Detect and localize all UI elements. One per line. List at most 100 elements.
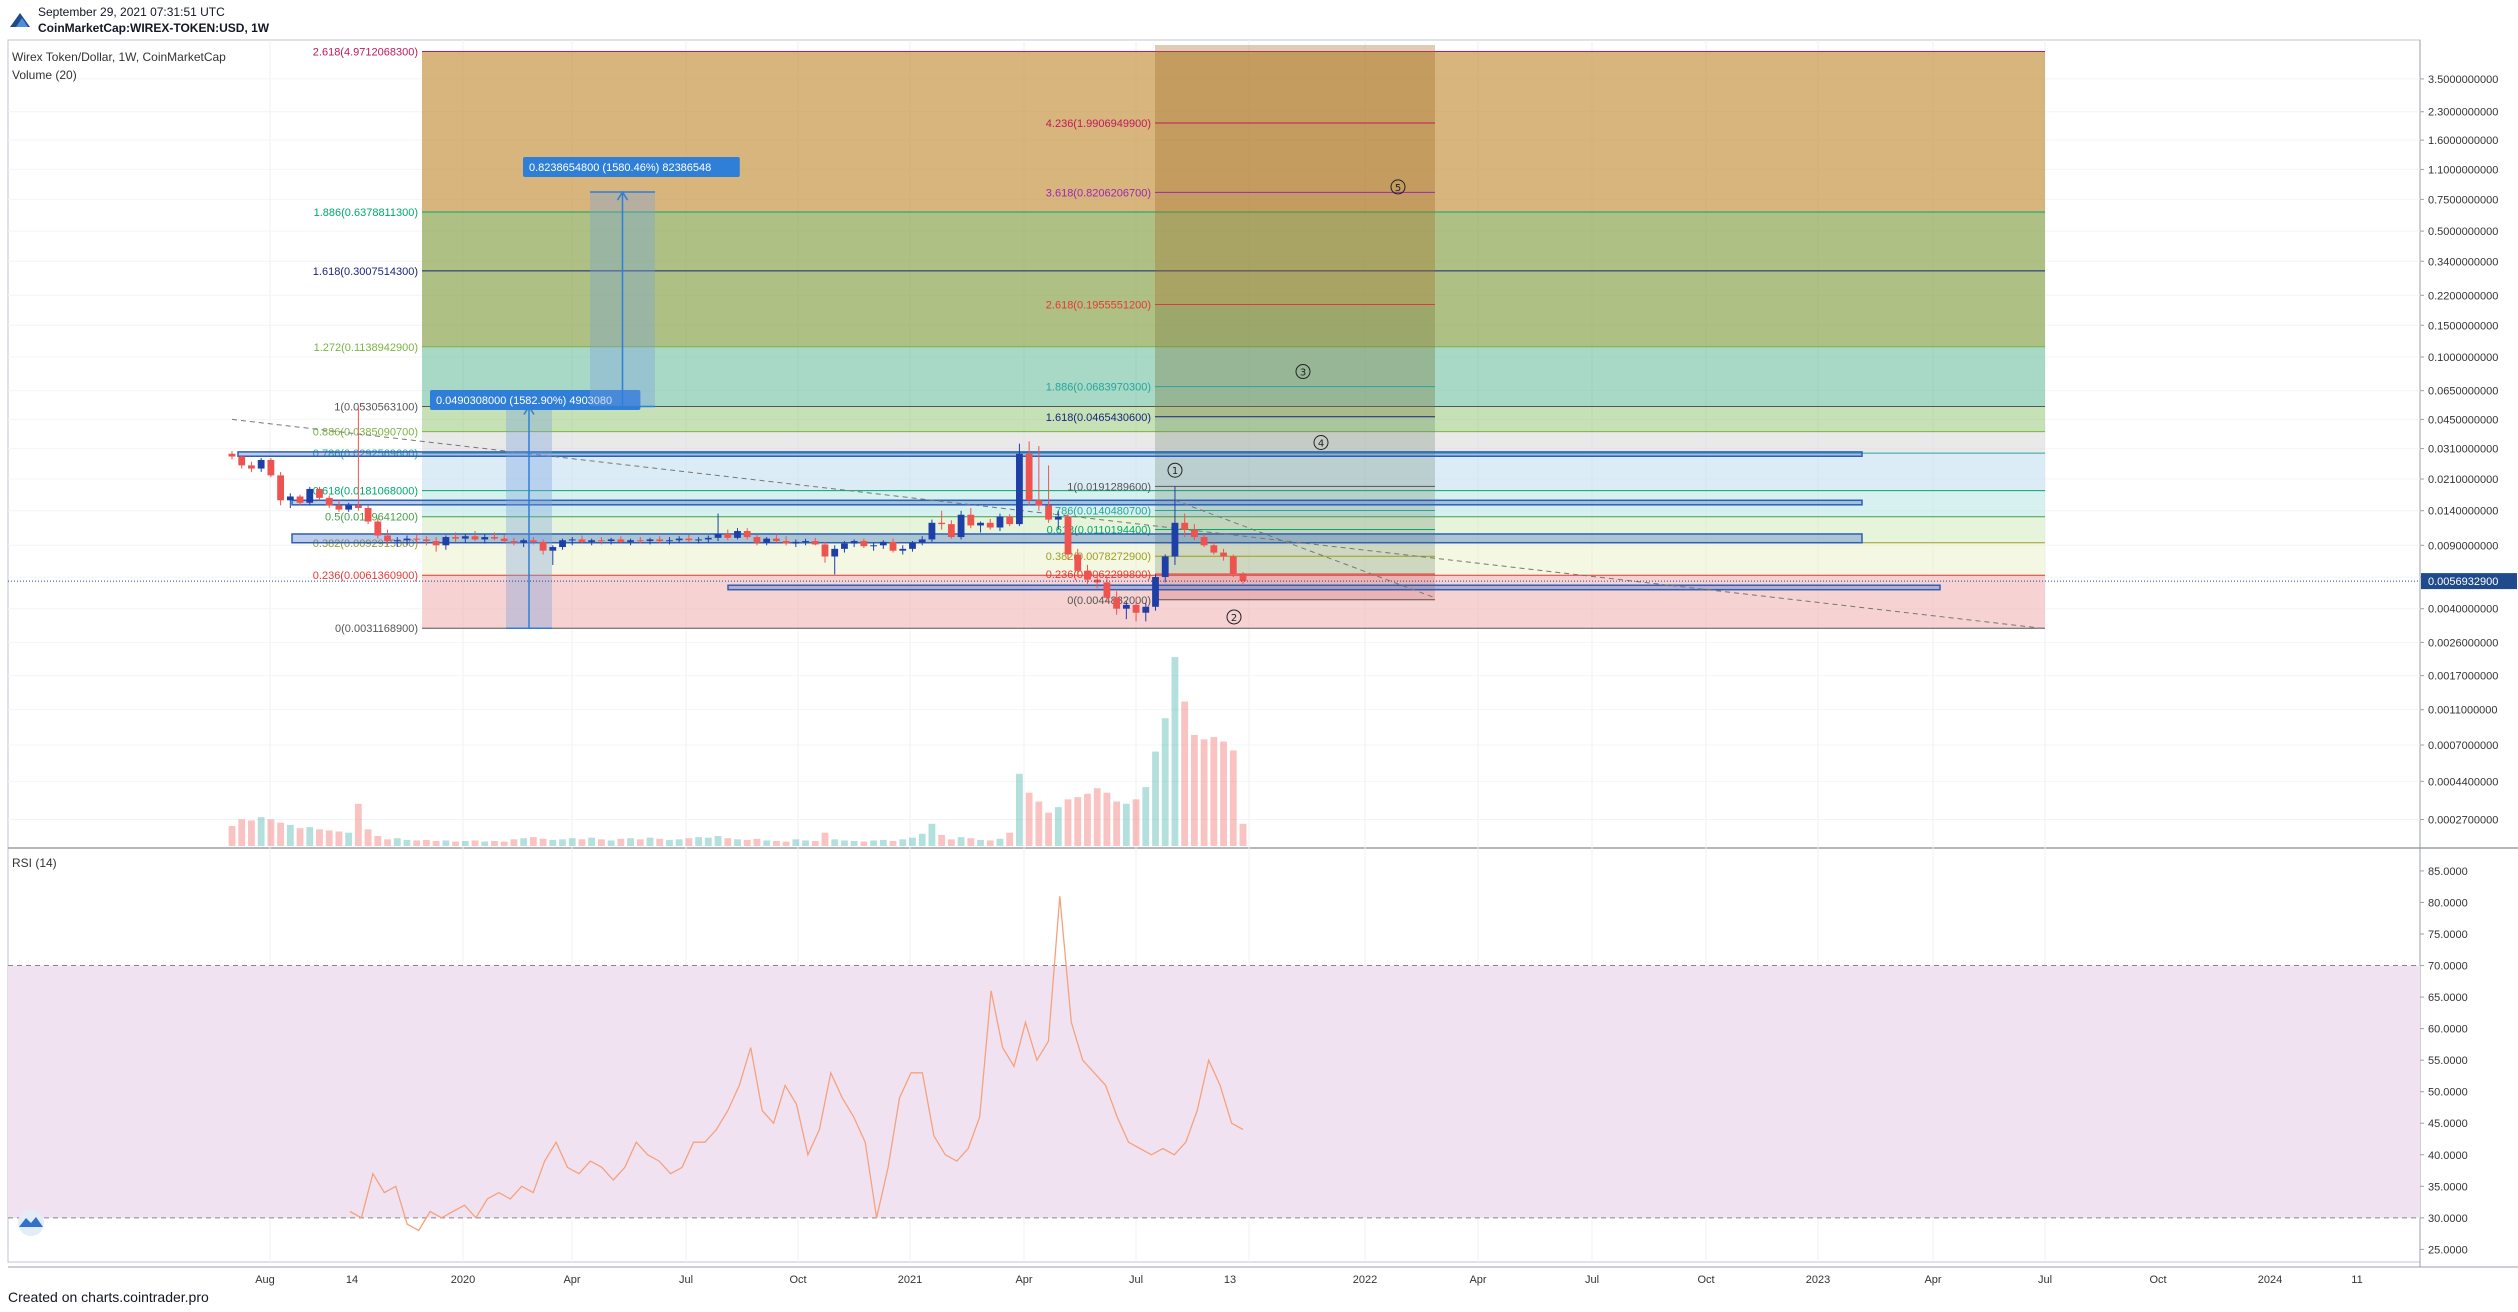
volume-bar bbox=[675, 839, 683, 846]
candle-body bbox=[831, 548, 839, 557]
candle-body bbox=[977, 522, 984, 526]
volume-bar bbox=[364, 829, 372, 846]
candle-body bbox=[1084, 570, 1091, 580]
price-tick-label: 0.2200000000 bbox=[2428, 290, 2498, 302]
time-tick-label: Aug bbox=[255, 1274, 275, 1286]
volume-bar bbox=[772, 841, 780, 846]
cointrader-logo-icon bbox=[10, 13, 30, 27]
volume-bar bbox=[1190, 734, 1198, 846]
last-price-badge bbox=[2421, 573, 2517, 590]
candle-body bbox=[821, 544, 829, 557]
volume-bar bbox=[782, 841, 790, 846]
price-tick-label: 0.0450000000 bbox=[2428, 414, 2498, 426]
candle-body bbox=[1171, 522, 1179, 557]
volume-bar bbox=[500, 841, 508, 846]
price-tick-label: 0.7500000000 bbox=[2428, 194, 2498, 206]
fib-ext-label: 1.618(0.0465430600) bbox=[1046, 412, 1151, 424]
volume-bar bbox=[1064, 799, 1072, 846]
candle-body bbox=[500, 538, 508, 542]
volume-bar bbox=[909, 837, 916, 846]
candle-body bbox=[928, 522, 936, 540]
candle-body bbox=[588, 540, 596, 542]
volume-bar bbox=[1016, 773, 1023, 846]
fib-ext-label: 1.886(0.0683970300) bbox=[1046, 382, 1151, 394]
time-tick-label: 14 bbox=[346, 1274, 358, 1286]
volume-bar bbox=[248, 820, 255, 846]
volume-bar bbox=[384, 839, 391, 846]
candle-body bbox=[1064, 516, 1072, 555]
rsi-tick-label: 50.0000 bbox=[2428, 1087, 2468, 1099]
volume-bar bbox=[335, 831, 343, 846]
candle-body bbox=[1190, 529, 1198, 538]
fib-level-label: 0.382(0.0092915000) bbox=[313, 538, 418, 550]
candle-body bbox=[296, 496, 304, 503]
volume-bar bbox=[695, 837, 703, 846]
volume-bar bbox=[753, 838, 761, 846]
rsi-tick-label: 65.0000 bbox=[2428, 992, 2468, 1004]
volume-bar bbox=[918, 833, 926, 846]
volume-bar bbox=[947, 839, 955, 846]
rsi-tick-label: 80.0000 bbox=[2428, 897, 2468, 909]
volume-bar bbox=[413, 840, 421, 846]
measure-label-bg bbox=[523, 157, 740, 177]
candle-body bbox=[442, 537, 450, 546]
price-tick-label: 0.1500000000 bbox=[2428, 320, 2498, 332]
volume-bar bbox=[1239, 823, 1247, 846]
candle-body bbox=[996, 516, 1004, 528]
candle-body bbox=[481, 537, 489, 540]
time-tick-label: Apr bbox=[1924, 1274, 1941, 1286]
candle-body bbox=[675, 538, 683, 541]
fib-zone bbox=[422, 406, 2045, 432]
rsi-tick-label: 40.0000 bbox=[2428, 1150, 2468, 1162]
volume-bar bbox=[568, 838, 576, 846]
volume-bar bbox=[277, 822, 285, 846]
volume-bar bbox=[559, 839, 566, 846]
volume-bar bbox=[627, 838, 634, 846]
chart-header: September 29, 2021 07:31:51 UTC CoinMark… bbox=[0, 0, 2518, 40]
price-tick-label: 1.1000000000 bbox=[2428, 164, 2498, 176]
footer-credit: Created on charts.cointrader.pro bbox=[8, 1289, 209, 1305]
volume-bar bbox=[1142, 787, 1150, 846]
volume-bar bbox=[870, 840, 877, 846]
rsi-tick-label: 35.0000 bbox=[2428, 1181, 2468, 1193]
fib-level-label: 1(0.0530563100) bbox=[334, 402, 418, 414]
volume-bar bbox=[578, 839, 586, 846]
fib-zone bbox=[422, 51, 2045, 213]
time-tick-label: Oct bbox=[789, 1274, 806, 1286]
candle-body bbox=[1006, 516, 1014, 525]
volume-bar bbox=[1084, 793, 1091, 846]
candle-body bbox=[277, 475, 285, 501]
candle-body bbox=[248, 465, 255, 469]
volume-bar bbox=[1074, 797, 1082, 846]
fib-level-label: 0(0.0031168900) bbox=[335, 623, 418, 635]
volume-bar bbox=[646, 837, 654, 846]
candle-body bbox=[627, 540, 634, 542]
candle-body bbox=[257, 459, 265, 469]
price-tick-label: 0.0011000000 bbox=[2428, 705, 2498, 717]
sr-zone bbox=[237, 451, 1863, 457]
price-tick-label: 0.0650000000 bbox=[2428, 386, 2498, 398]
volume-bar bbox=[461, 841, 469, 846]
rsi-line bbox=[349, 896, 1244, 1232]
volume-bar bbox=[452, 841, 459, 846]
volume-bar bbox=[588, 837, 596, 846]
candle-body bbox=[889, 541, 897, 551]
price-tick-label: 0.0002700000 bbox=[2428, 815, 2498, 827]
volume-bar bbox=[957, 837, 965, 846]
candle-body bbox=[772, 538, 780, 542]
price-tick-label: 0.5000000000 bbox=[2428, 226, 2498, 238]
candle-body bbox=[267, 459, 275, 476]
volume-bar bbox=[1229, 750, 1237, 846]
time-tick-label: 2021 bbox=[898, 1274, 922, 1286]
volume-bar bbox=[850, 841, 858, 846]
chart-symbol: CoinMarketCap:WIREX-TOKEN:USD, 1W bbox=[38, 21, 270, 35]
fib-level-label: 0.618(0.0181068000) bbox=[313, 486, 418, 498]
fib-ext-label: 0.382(0.0078272900) bbox=[1046, 551, 1151, 563]
candle-body bbox=[1161, 556, 1169, 577]
volume-bar bbox=[354, 803, 362, 846]
price-tick-label: 0.0007000000 bbox=[2428, 740, 2498, 752]
rsi-band bbox=[8, 965, 2420, 1218]
volume-bar bbox=[1054, 807, 1062, 846]
time-tick-label: 11 bbox=[2351, 1274, 2362, 1286]
